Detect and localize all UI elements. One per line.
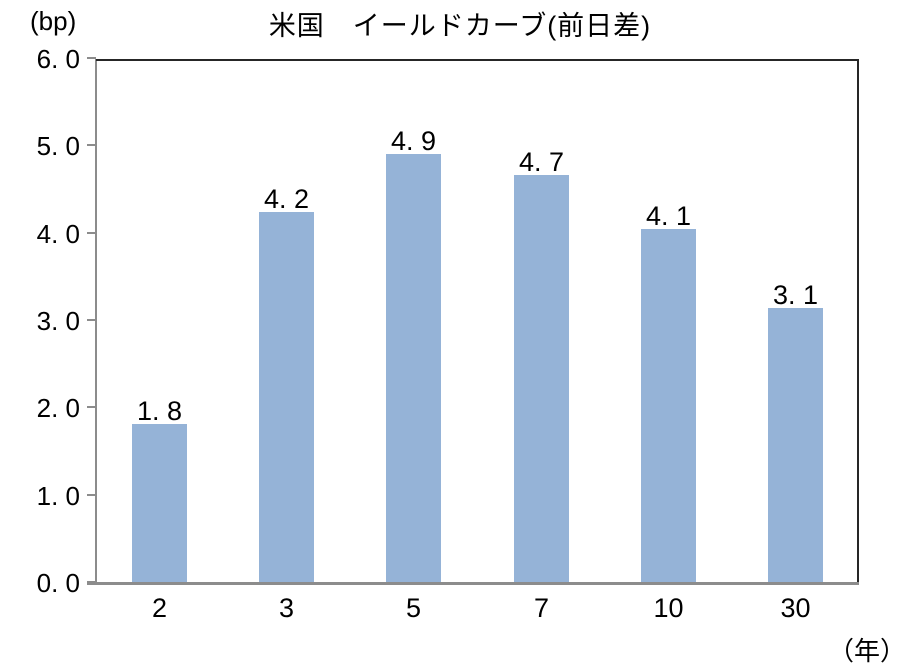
bar	[386, 154, 441, 583]
y-tick-label: 4. 0	[36, 219, 80, 249]
plot-area	[96, 59, 859, 583]
bar	[641, 229, 696, 583]
x-tick-label: 3	[278, 593, 295, 623]
y-tick-mark	[87, 144, 96, 146]
bar-value-label: 1. 8	[136, 396, 183, 426]
x-tick-label: 10	[653, 593, 684, 623]
chart-title: 米国 イールドカーブ(前日差)	[268, 11, 652, 41]
y-tick-label: 2. 0	[36, 393, 80, 423]
y-tick-mark	[87, 319, 96, 321]
y-tick-label: 0. 0	[36, 568, 80, 598]
x-axis-line	[87, 582, 859, 585]
y-tick-label: 3. 0	[36, 306, 80, 336]
x-tick-label: 2	[151, 593, 168, 623]
bar	[768, 308, 823, 583]
y-axis-unit-label: (bp)	[30, 6, 77, 36]
y-axis-line	[95, 59, 97, 583]
y-tick-mark	[87, 494, 96, 496]
bar	[259, 212, 314, 583]
y-tick-mark	[87, 232, 96, 234]
x-axis-unit-label: （年）	[827, 636, 906, 666]
y-tick-label: 1. 0	[36, 481, 80, 511]
bar	[514, 175, 569, 583]
bar-value-label: 4. 2	[263, 184, 310, 214]
y-tick-mark	[87, 406, 96, 408]
bar-value-label: 4. 1	[645, 201, 692, 231]
x-tick-label: 30	[780, 593, 811, 623]
y-tick-label: 5. 0	[36, 131, 80, 161]
y-tick-label: 6. 0	[36, 44, 80, 74]
bar-value-label: 3. 1	[772, 280, 819, 310]
bar-value-label: 4. 9	[390, 126, 437, 156]
x-tick-label: 7	[533, 593, 550, 623]
bar-value-label: 4. 7	[518, 147, 565, 177]
x-tick-label: 5	[405, 593, 422, 623]
y-tick-mark	[87, 57, 96, 59]
bar	[132, 424, 187, 583]
